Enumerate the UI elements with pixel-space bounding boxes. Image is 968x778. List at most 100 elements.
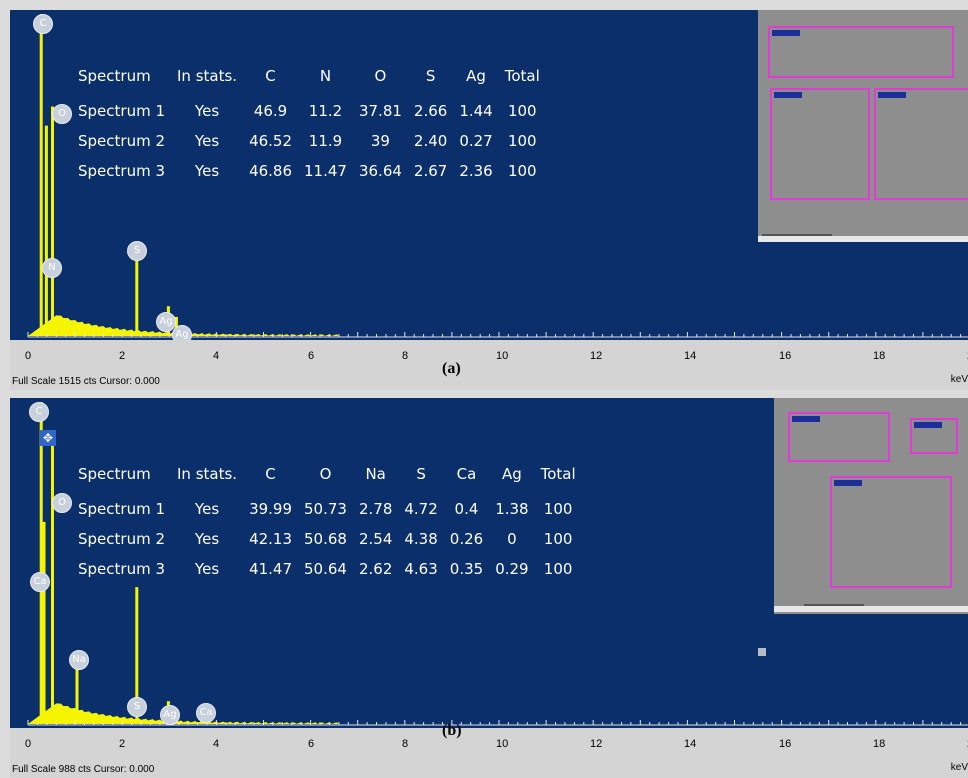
x-tick-label: 6 <box>308 738 315 750</box>
table-cell: 0 <box>507 530 517 548</box>
column-header: In stats. <box>177 67 238 85</box>
column-header: C <box>265 67 276 85</box>
roi-box-spectrum-2[interactable] <box>770 88 870 200</box>
x-tick-label: 8 <box>402 738 409 750</box>
table-row[interactable]: Spectrum 1 Yes 46.9 11.2 37.81 2.66 1.44 100 <box>72 96 546 126</box>
composition-table-a: Spectrum In stats. C N O S Ag Total Spectrum 1 Y… <box>72 56 546 186</box>
x-tick-label: 4 <box>213 350 220 362</box>
spectrum-plot-b: Spectrum In stats. C O Na S Ca Ag Total Spectrum… <box>10 398 968 728</box>
peak-label-c[interactable]: C <box>33 14 53 34</box>
peak-label-ca[interactable]: Ca <box>196 703 216 723</box>
table-cell: Yes <box>194 102 220 120</box>
spectrum-peak-na <box>75 662 79 724</box>
table-cell: 100 <box>507 162 537 180</box>
peak-label-ag[interactable]: Ag <box>160 705 180 725</box>
table-cell: 50.64 <box>304 560 347 578</box>
table-cell: Yes <box>194 560 220 578</box>
x-tick-label: 16 <box>779 738 792 750</box>
table-cell: Spectrum 3 <box>78 162 165 180</box>
spectrum-peak-ca <box>42 521 46 724</box>
spectrum-plot-a: Spectrum In stats. C N O S Ag Total Spectrum 1 Y… <box>10 10 968 340</box>
spectrum-peak-s <box>135 255 139 336</box>
table-cell: 50.68 <box>304 530 347 548</box>
x-tick-label: 10 <box>496 738 509 750</box>
table-cell: 39 <box>370 132 390 150</box>
column-header: O <box>319 465 332 483</box>
x-tick-label: 6 <box>308 350 315 362</box>
table-row[interactable]: Spectrum 2 Yes 46.52 11.9 39 2.40 0.27 100 <box>72 126 546 156</box>
table-row[interactable]: Spectrum 3 Yes 46.86 11.47 36.64 2.67 2.36 100 <box>72 156 546 186</box>
table-cell: 2.62 <box>358 560 393 578</box>
table-cell: 41.47 <box>249 560 293 578</box>
move-cursor-icon[interactable]: ✥ <box>40 430 56 446</box>
peak-label-n[interactable]: N <box>42 258 62 278</box>
x-tick-label: 2 <box>119 738 126 750</box>
table-row[interactable]: Spectrum 3 Yes 41.47 50.64 2.62 4.63 0.35 0.29 1… <box>72 554 582 584</box>
x-tick-label: 16 <box>779 350 792 362</box>
spectrum-peak-s <box>135 587 139 724</box>
peak-label-o[interactable]: O <box>52 104 72 124</box>
table-cell: 0.29 <box>495 560 529 578</box>
x-axis-ticks <box>27 332 962 337</box>
table-cell: 0.27 <box>459 132 493 150</box>
panel-label-b: (b) <box>442 722 462 739</box>
x-tick-label: 10 <box>496 350 509 362</box>
peak-label-o[interactable]: O <box>52 493 72 513</box>
x-tick-label: 18 <box>873 738 886 750</box>
table-cell: 50.73 <box>304 500 347 518</box>
column-header: Ag <box>466 67 486 85</box>
table-cell: 0.26 <box>449 530 484 548</box>
table-cell: 0.35 <box>449 560 484 578</box>
table-row[interactable]: Spectrum 1 Yes 39.99 50.73 2.78 4.72 0.4 1.38 10… <box>72 494 582 524</box>
peak-label-s[interactable]: S <box>127 241 147 261</box>
roi-box-spectrum-1[interactable] <box>788 412 890 462</box>
column-header: Total <box>504 67 540 85</box>
spectrum-peak-c <box>39 14 43 336</box>
table-row[interactable]: Spectrum 2 Yes 42.13 50.68 2.54 4.38 0.26 0 100 <box>72 524 582 554</box>
peak-label-na[interactable]: Na <box>69 650 89 670</box>
peak-label-ca[interactable]: Ca <box>30 572 50 592</box>
roi-box-spectrum-1[interactable] <box>768 26 954 78</box>
table-cell: 46.9 <box>253 102 288 120</box>
table-cell: 11.2 <box>308 102 343 120</box>
peak-label-ag[interactable]: Ag <box>156 312 176 332</box>
table-cell: 4.63 <box>404 560 438 578</box>
column-header: O <box>374 67 387 85</box>
table-cell: 100 <box>543 500 573 518</box>
x-axis-a: Full Scale 1515 cts Cursor: 0.000 (a) ke… <box>10 340 968 390</box>
table-cell: 100 <box>543 530 573 548</box>
column-header: Spectrum <box>78 67 151 85</box>
table-cell: 37.81 <box>358 102 402 120</box>
table-cell: 1.38 <box>495 500 529 518</box>
column-header: Ag <box>501 465 522 483</box>
sem-image-b <box>774 398 968 614</box>
table-cell: 2.66 <box>413 102 448 120</box>
column-header: Ca <box>456 465 477 483</box>
x-tick-label: 0 <box>25 350 32 362</box>
x-tick-label: 0 <box>25 738 32 750</box>
peak-label-s[interactable]: S <box>127 697 147 717</box>
column-header: N <box>319 67 332 85</box>
column-header: Total <box>540 465 576 483</box>
spectrum-peak-n <box>44 125 48 336</box>
peak-label-ag[interactable]: Ag <box>172 325 192 340</box>
marker-square[interactable] <box>758 648 766 656</box>
table-cell: 11.47 <box>304 162 347 180</box>
column-header: S <box>425 67 436 85</box>
table-cell: 100 <box>543 560 573 578</box>
table-cell: 36.64 <box>358 162 402 180</box>
table-header-row: Spectrum In stats. C N O S Ag Total <box>72 56 546 96</box>
roi-box-spectrum-3[interactable] <box>874 88 968 200</box>
x-tick-label: 14 <box>684 738 697 750</box>
roi-box-spectrum-3[interactable] <box>830 476 952 588</box>
sem-footer <box>758 236 968 242</box>
x-axis-b: Full Scale 988 cts Cursor: 0.000 (b) keV… <box>10 722 968 778</box>
table-cell: Spectrum 1 <box>78 102 165 120</box>
column-header: C <box>265 465 276 483</box>
roi-box-spectrum-2[interactable] <box>910 418 958 454</box>
x-tick-label: 18 <box>873 350 886 362</box>
table-header-row: Spectrum In stats. C O Na S Ca Ag Total <box>72 454 582 494</box>
table-cell: 2.54 <box>358 530 393 548</box>
peak-label-c[interactable]: C <box>29 402 49 422</box>
table-cell: Spectrum 2 <box>78 530 165 548</box>
